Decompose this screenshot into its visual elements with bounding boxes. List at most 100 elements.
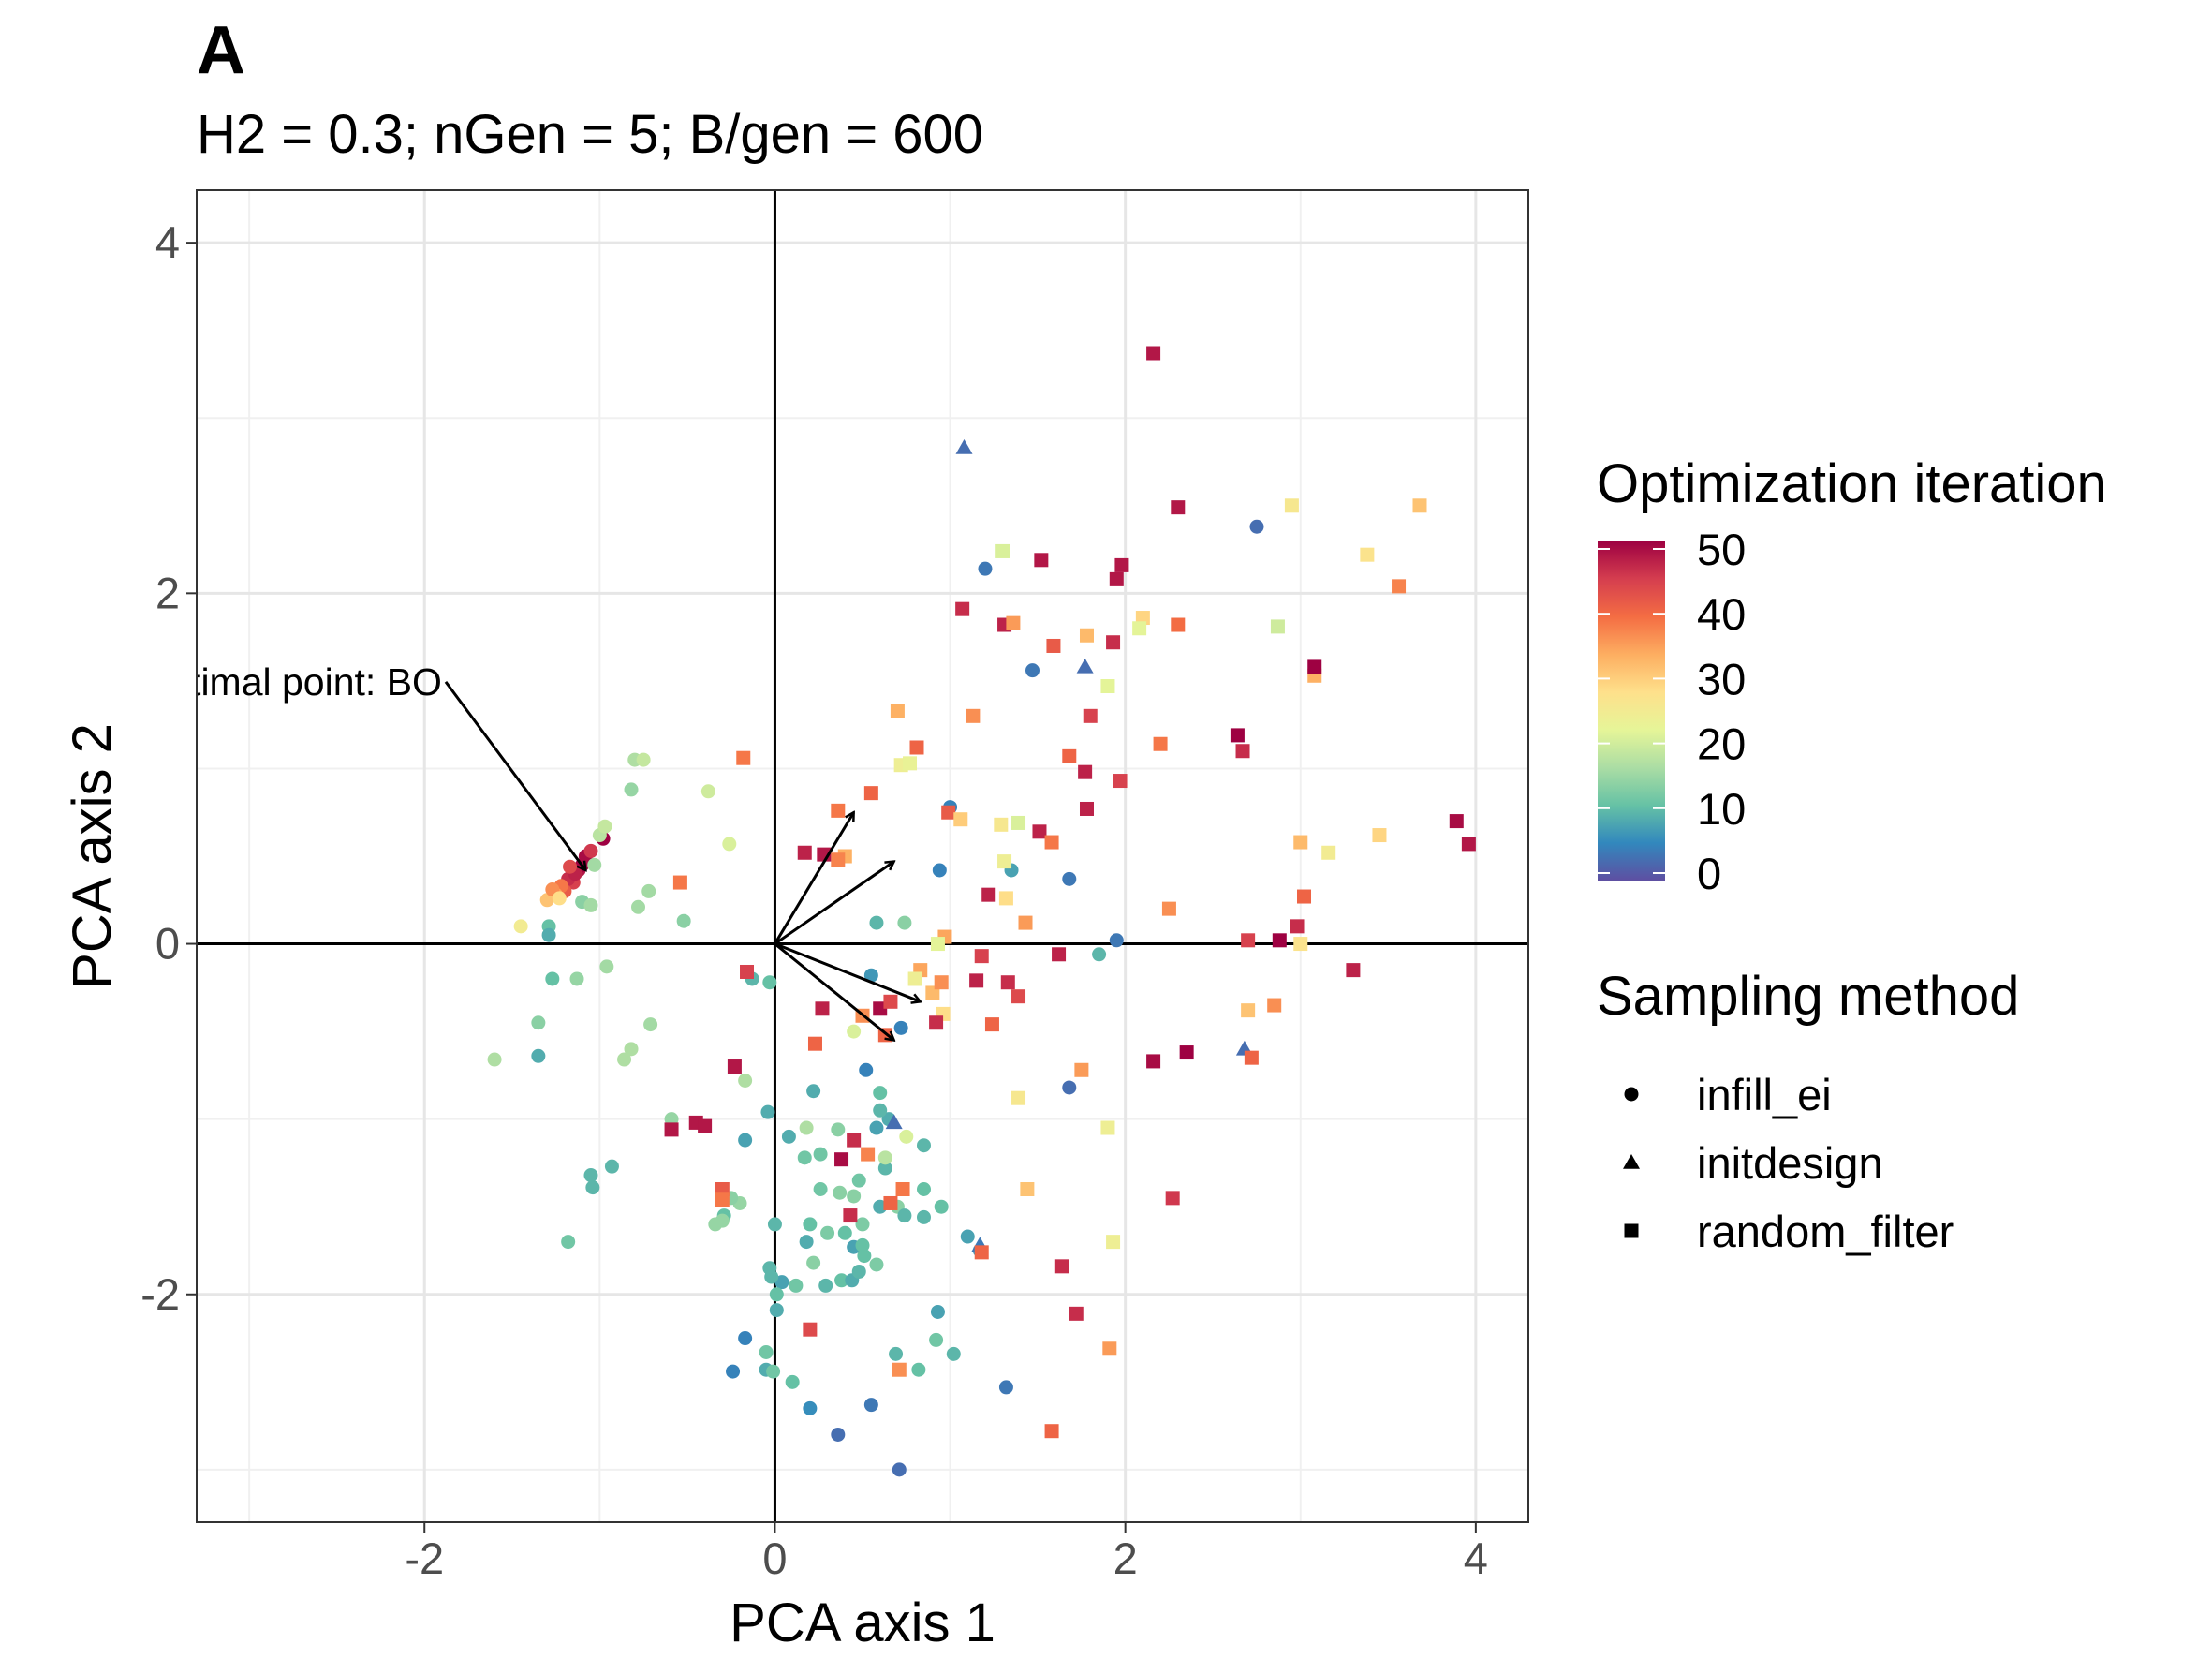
circle-point <box>934 1199 949 1214</box>
circle-point <box>869 1257 884 1272</box>
square-point <box>1011 1090 1026 1105</box>
circle-point <box>597 819 612 834</box>
square-point <box>1078 764 1093 779</box>
circle-point <box>1109 933 1124 948</box>
square-point <box>934 975 949 990</box>
circle-point <box>769 1287 784 1302</box>
circle-point <box>806 1084 821 1099</box>
x-tick-label: 4 <box>1464 1533 1488 1583</box>
circle-point <box>585 1180 600 1195</box>
square-point <box>1044 835 1059 850</box>
circle-point <box>708 1217 723 1232</box>
circle-point <box>818 1278 833 1293</box>
circle-point <box>998 1380 1013 1395</box>
triangle-legend-key <box>1623 1154 1640 1169</box>
circle-point <box>916 1182 931 1196</box>
circle-point <box>762 975 777 990</box>
triangle-point <box>1076 658 1094 674</box>
square-point <box>1235 744 1250 759</box>
square-point <box>1293 835 1308 850</box>
circle-point <box>851 1173 866 1188</box>
circle-point <box>545 971 560 986</box>
square-point <box>1293 937 1308 952</box>
circle-point <box>799 1235 814 1250</box>
circle-point <box>722 837 737 852</box>
circle-point <box>676 913 691 928</box>
square-point <box>831 852 846 867</box>
circle-point <box>541 927 556 942</box>
square-point <box>981 887 996 902</box>
square-point <box>1171 500 1186 515</box>
square-point <box>1079 628 1094 643</box>
circle-point <box>587 857 602 872</box>
loading-arrow <box>774 812 853 945</box>
shape-legend: Sampling method infill_ei initdesign rando… <box>1597 966 2019 1256</box>
circle-point <box>563 859 578 874</box>
circle-point <box>877 1161 892 1176</box>
circle-point <box>869 915 884 930</box>
square-point <box>1241 933 1256 948</box>
circle-point <box>806 1255 821 1270</box>
square-point <box>1165 1191 1180 1206</box>
circle-point <box>738 1073 753 1088</box>
square-point <box>1034 553 1049 568</box>
circle-point <box>552 891 567 906</box>
y-tick-label: -2 <box>140 1269 180 1319</box>
square-point <box>1113 774 1128 789</box>
circle-point <box>599 959 614 974</box>
circle-point <box>785 1374 800 1389</box>
square-point <box>892 1362 907 1377</box>
plot-border <box>196 189 1529 1523</box>
x-axis-title: PCA axis 1 <box>730 1592 995 1653</box>
circle-point <box>916 1138 931 1153</box>
circle-point <box>617 1052 632 1067</box>
circle-point <box>539 893 554 908</box>
circle-point <box>767 1217 782 1232</box>
circle-point <box>932 863 947 878</box>
circle-point <box>916 1209 931 1224</box>
circle-point <box>726 1364 741 1379</box>
square-point <box>984 1017 999 1032</box>
square-point <box>1284 498 1299 513</box>
square-point <box>907 971 922 986</box>
square-point <box>1321 845 1336 860</box>
circle-point <box>797 1150 812 1165</box>
square-point <box>1032 824 1047 839</box>
square-point <box>1267 998 1282 1013</box>
circle-point <box>851 1264 866 1279</box>
circle-point <box>820 1225 835 1240</box>
square-point <box>1114 557 1129 572</box>
square-point <box>1461 837 1476 852</box>
circle-point <box>738 1331 753 1346</box>
square-point <box>1179 1045 1194 1060</box>
square-point <box>1102 1341 1117 1356</box>
square-legend-key <box>1624 1223 1639 1238</box>
loading-arrow <box>774 942 893 1041</box>
circle-point <box>643 1017 658 1032</box>
circle-point <box>946 1346 961 1361</box>
square-point <box>995 543 1010 558</box>
circle-point <box>869 1120 884 1135</box>
circle-point <box>877 1150 892 1165</box>
circle-point <box>1025 663 1040 678</box>
shape-legend-label: initdesign <box>1697 1138 1883 1188</box>
circle-point <box>863 968 878 983</box>
square-point <box>863 786 878 801</box>
circle-point <box>837 1225 852 1240</box>
triangle-point <box>885 1114 903 1130</box>
square-point <box>797 845 812 860</box>
square-point <box>698 1118 713 1133</box>
circle-point <box>531 1048 546 1063</box>
square-point <box>1052 947 1067 962</box>
annotation-label: Optimal point: BO <box>139 660 442 704</box>
square-point <box>1083 708 1098 723</box>
circle-point <box>873 1086 888 1101</box>
colorbar-label: 20 <box>1697 719 1746 769</box>
square-point <box>974 949 989 964</box>
square-point <box>1046 638 1061 653</box>
shape-legend-title: Sampling method <box>1597 966 2019 1027</box>
square-point <box>883 994 898 1009</box>
circle-point <box>855 1237 870 1252</box>
circle-point <box>766 1364 781 1379</box>
square-point <box>1000 975 1015 990</box>
